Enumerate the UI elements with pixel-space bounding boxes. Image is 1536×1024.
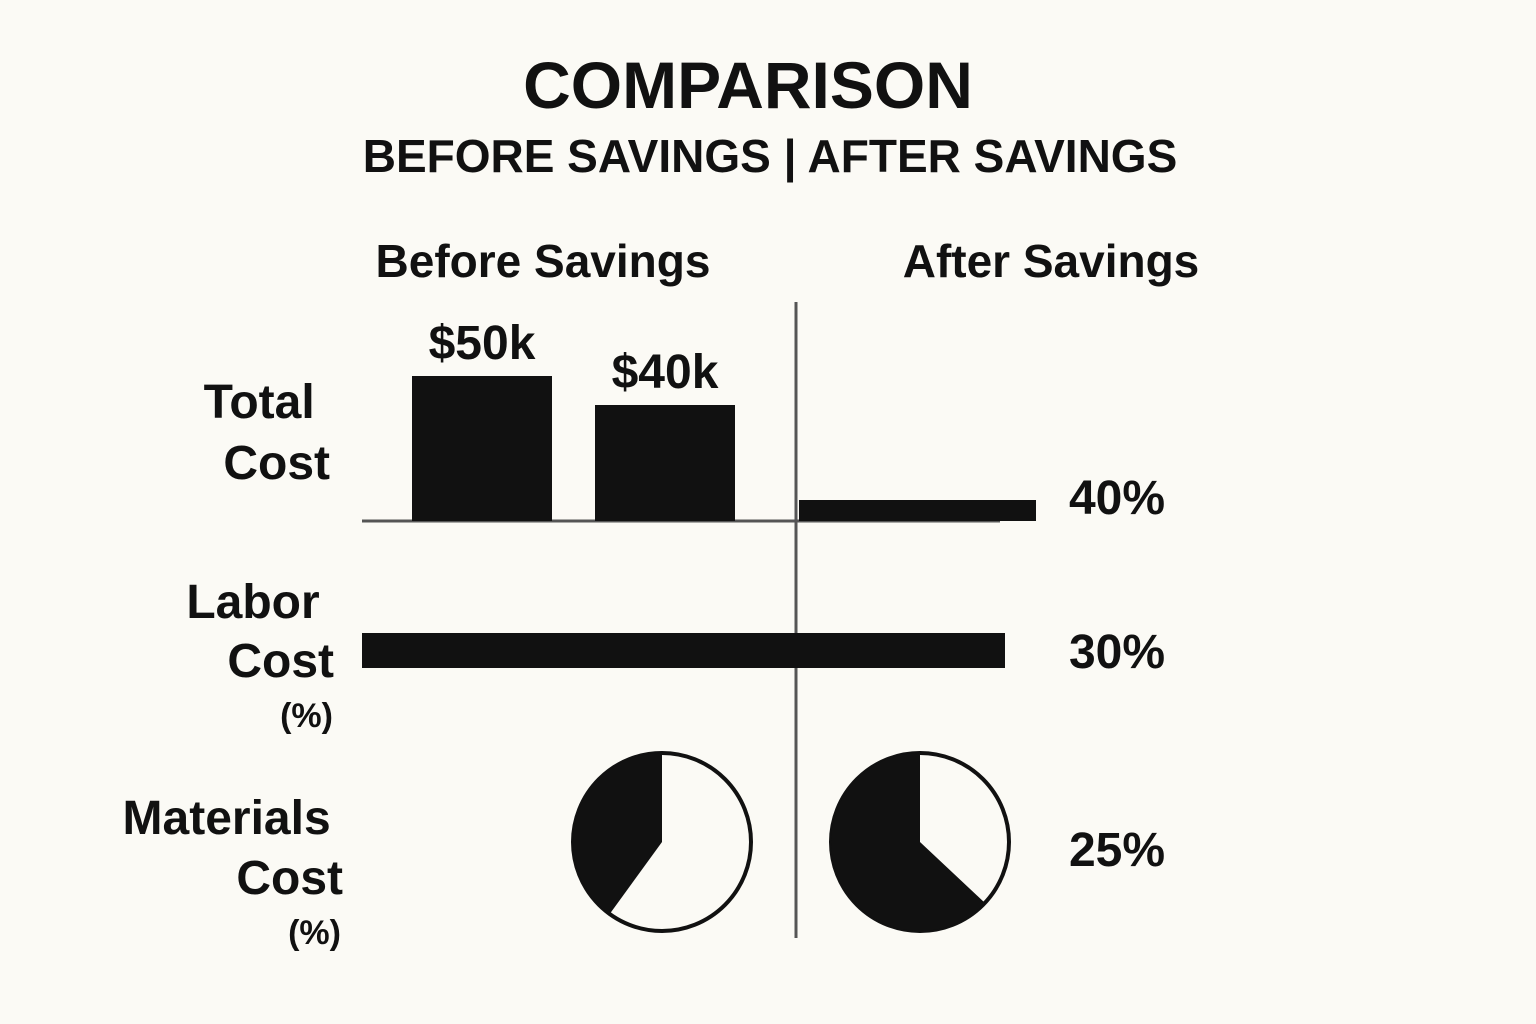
bar-total-cost-before-1 (412, 376, 552, 521)
row-label-materials-line2: Cost (236, 852, 343, 905)
pie-materials-after-slice (830, 753, 985, 932)
row-label-materials-unit: (%) (288, 914, 341, 952)
bar-total-cost-before-2 (595, 405, 735, 521)
row-label-total-line1: Total (204, 376, 315, 429)
row-label-materials-cost: Materials Cost (123, 792, 344, 905)
chart-title: COMPARISON (523, 48, 973, 122)
percent-label-total-cost: 40% (1069, 472, 1165, 525)
row-label-total-line2: Cost (223, 437, 330, 490)
row-label-labor-line1: Labor (186, 576, 319, 629)
row-label-materials-line1: Materials (123, 792, 331, 845)
chart-subtitle: BEFORE SAVINGS | AFTER SAVINGS (363, 130, 1178, 182)
bar-labor-cost (362, 633, 1005, 668)
pie-materials-after (829, 751, 1011, 933)
row-label-labor-cost: Labor Cost (186, 576, 334, 688)
row-label-labor-line2: Cost (227, 635, 334, 688)
percent-label-labor-cost: 30% (1069, 626, 1165, 679)
bar-total-cost-after (799, 500, 1036, 521)
row-label-total-cost: Total Cost (204, 376, 330, 490)
pie-materials-before-slice (573, 753, 662, 914)
bar-value-label-40k: $40k (612, 346, 719, 399)
percent-label-materials-cost: 25% (1069, 824, 1165, 877)
bar-value-label-50k: $50k (429, 317, 536, 370)
row-label-labor-unit: (%) (280, 697, 333, 735)
column-header-after: After Savings (903, 235, 1200, 287)
column-header-before: Before Savings (376, 235, 711, 287)
pie-materials-before (571, 751, 753, 933)
